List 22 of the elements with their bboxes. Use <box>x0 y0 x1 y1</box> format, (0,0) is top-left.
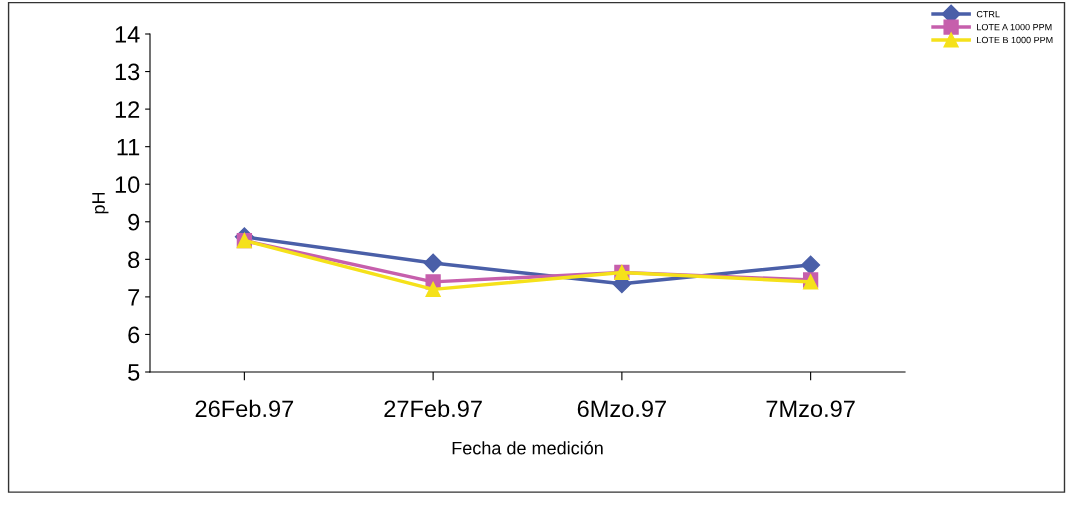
legend-label: LOTE A 1000 PPM <box>977 23 1052 31</box>
point <box>425 281 441 298</box>
y-tick-label: 13 <box>115 63 140 81</box>
x-axis-title: Fecha de medición <box>452 441 603 455</box>
x-tick-label: 6Mzo.97 <box>577 400 666 418</box>
x-tick-label: 27Feb.97 <box>384 399 482 418</box>
y-tick-label: 14 <box>115 26 140 43</box>
y-tick-label: 12 <box>115 101 140 118</box>
legend-label: CTRL <box>976 10 1000 18</box>
y-tick-label: 8 <box>128 251 140 269</box>
legend-label: LOTE B 1000 PPM <box>977 36 1053 44</box>
y-tick-label: 5 <box>128 364 140 381</box>
x-tick-label: 7Mzo.97 <box>766 400 855 418</box>
y-tick-label: 7 <box>128 289 140 306</box>
point <box>801 255 821 275</box>
y-tick-label: 6 <box>128 326 140 344</box>
y-tick-label: 9 <box>128 213 140 231</box>
x-tick-label: 26Feb.97 <box>195 399 294 418</box>
point <box>423 253 443 273</box>
y-axis-title: pH <box>92 192 109 214</box>
y-tick-label: 11 <box>117 138 140 156</box>
y-tick-label: 10 <box>115 176 140 194</box>
